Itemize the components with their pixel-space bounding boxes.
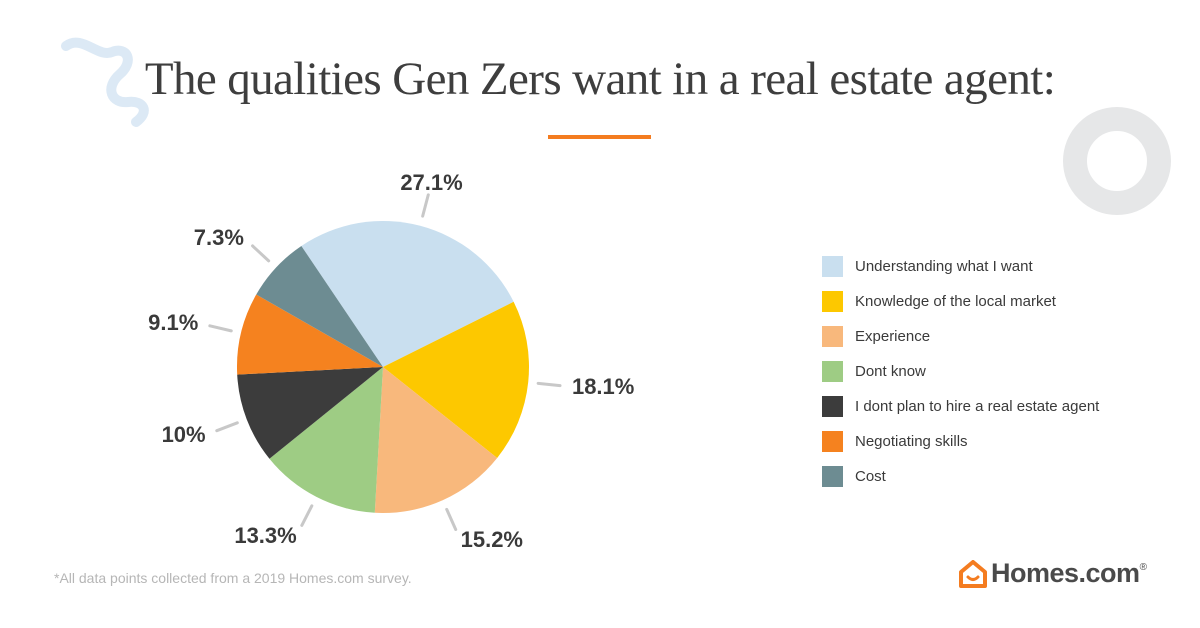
legend-label: Knowledge of the local market bbox=[855, 293, 1056, 310]
legend-swatch bbox=[822, 256, 843, 277]
data-label: 13.3% bbox=[234, 523, 297, 549]
legend-item: Knowledge of the local market bbox=[822, 284, 1099, 319]
legend-item: Negotiating skills bbox=[822, 424, 1099, 459]
legend-label: Experience bbox=[855, 328, 931, 345]
leader-line bbox=[421, 193, 430, 218]
pie-slice-dont-know bbox=[269, 367, 383, 513]
legend-swatch bbox=[822, 361, 843, 382]
swirl-decoration bbox=[61, 37, 149, 127]
page-title: The qualities Gen Zers want in a real es… bbox=[144, 53, 1056, 105]
leader-line bbox=[536, 381, 562, 388]
legend-swatch bbox=[822, 326, 843, 347]
brand-name: Homes.com bbox=[991, 558, 1140, 588]
legend-swatch bbox=[822, 431, 843, 452]
legend-label: Cost bbox=[855, 468, 886, 485]
house-icon bbox=[959, 559, 987, 588]
footnote: *All data points collected from a 2019 H… bbox=[54, 570, 412, 586]
leader-line bbox=[208, 324, 233, 333]
pie-slice-understanding-what-i-want bbox=[301, 221, 514, 367]
legend-swatch bbox=[822, 291, 843, 312]
legend-item: I dont plan to hire a real estate agent bbox=[822, 389, 1099, 424]
legend-label: Dont know bbox=[855, 363, 926, 380]
pie-slice-negotiating-skills bbox=[237, 294, 383, 375]
legend-item: Dont know bbox=[822, 354, 1099, 389]
data-label: 10% bbox=[161, 421, 206, 447]
data-label: 15.2% bbox=[460, 527, 523, 553]
leader-line bbox=[300, 504, 314, 527]
legend-label: Negotiating skills bbox=[855, 433, 968, 450]
brand-logo: Homes.com ® bbox=[958, 558, 1147, 589]
data-label: 9.1% bbox=[148, 310, 199, 336]
brand-registered-mark: ® bbox=[1139, 562, 1147, 573]
ring-decoration bbox=[1063, 107, 1171, 215]
legend-item: Cost bbox=[822, 459, 1099, 494]
legend-swatch bbox=[822, 396, 843, 417]
legend-swatch bbox=[822, 466, 843, 487]
legend-label: Understanding what I want bbox=[855, 258, 1033, 275]
pie-slice-cost bbox=[256, 245, 383, 367]
leader-line bbox=[215, 421, 239, 433]
legend-item: Experience bbox=[822, 319, 1099, 354]
leader-line bbox=[251, 244, 271, 263]
title-underline bbox=[548, 135, 651, 139]
pie-slice-i-dont-plan-to-hire-a-real-estate-agent bbox=[237, 367, 383, 459]
data-label: 18.1% bbox=[571, 373, 635, 399]
pie-slice-experience bbox=[374, 367, 498, 513]
legend-label: I dont plan to hire a real estate agent bbox=[855, 398, 1100, 415]
data-label: 7.3% bbox=[193, 224, 244, 250]
leader-line bbox=[445, 507, 458, 531]
pie-slice-knowledge-of-the-local-market bbox=[383, 301, 529, 459]
legend-item: Understanding what I want bbox=[822, 249, 1099, 284]
chart-legend: Understanding what I want Knowledge of th… bbox=[822, 249, 1099, 494]
data-label: 27.1% bbox=[400, 170, 463, 196]
